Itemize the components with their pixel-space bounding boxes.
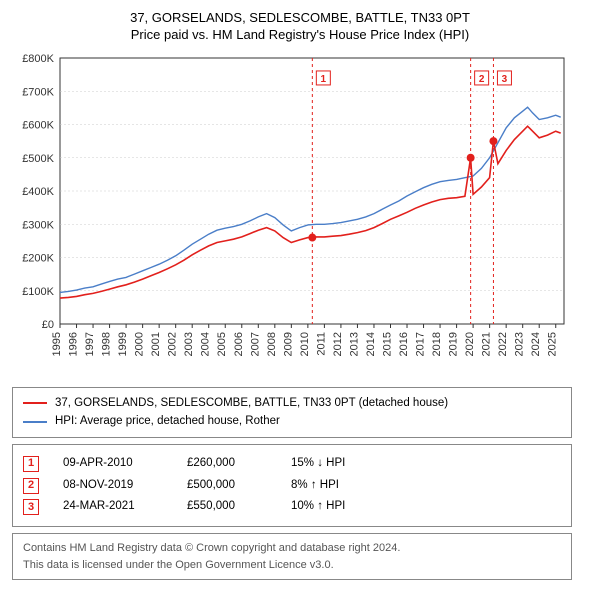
svg-text:2012: 2012 bbox=[332, 332, 344, 356]
page-title: 37, GORSELANDS, SEDLESCOMBE, BATTLE, TN3… bbox=[12, 10, 588, 25]
legend-swatch bbox=[23, 421, 47, 423]
svg-text:2002: 2002 bbox=[167, 332, 179, 356]
legend-swatch bbox=[23, 402, 47, 404]
event-badge: 1 bbox=[23, 456, 39, 472]
event-row: 2 08-NOV-2019 £500,000 8% ↑ HPI bbox=[23, 475, 561, 497]
event-price: £260,000 bbox=[187, 453, 267, 475]
license-line: This data is licensed under the Open Gov… bbox=[23, 557, 561, 574]
event-date: 24-MAR-2021 bbox=[63, 496, 163, 518]
legend-label: 37, GORSELANDS, SEDLESCOMBE, BATTLE, TN3… bbox=[55, 394, 448, 412]
event-delta: 15% ↓ HPI bbox=[291, 453, 401, 475]
event-price: £500,000 bbox=[187, 475, 267, 497]
legend-item: 37, GORSELANDS, SEDLESCOMBE, BATTLE, TN3… bbox=[23, 394, 561, 412]
legend: 37, GORSELANDS, SEDLESCOMBE, BATTLE, TN3… bbox=[12, 387, 572, 438]
svg-text:£200K: £200K bbox=[22, 253, 54, 265]
svg-text:£300K: £300K bbox=[22, 219, 54, 231]
line-chart: £0 £100K £200K £300K £400K £500K £600K £700K £80… bbox=[12, 52, 572, 372]
legend-item: HPI: Average price, detached house, Roth… bbox=[23, 412, 561, 430]
svg-text:2021: 2021 bbox=[481, 332, 493, 356]
event-badge: 2 bbox=[23, 478, 39, 494]
svg-text:2013: 2013 bbox=[348, 332, 360, 356]
event-row: 1 09-APR-2010 £260,000 15% ↓ HPI bbox=[23, 453, 561, 475]
page-subtitle: Price paid vs. HM Land Registry's House … bbox=[12, 27, 588, 42]
event-price: £550,000 bbox=[187, 496, 267, 518]
event-delta: 10% ↑ HPI bbox=[291, 496, 401, 518]
svg-text:1997: 1997 bbox=[84, 332, 96, 356]
license-line: Contains HM Land Registry data © Crown c… bbox=[23, 540, 561, 557]
svg-text:1998: 1998 bbox=[101, 332, 113, 356]
svg-text:2007: 2007 bbox=[249, 332, 261, 356]
svg-text:2: 2 bbox=[479, 74, 485, 85]
svg-text:1995: 1995 bbox=[51, 332, 63, 356]
svg-text:2018: 2018 bbox=[431, 332, 443, 356]
svg-text:2008: 2008 bbox=[266, 332, 278, 356]
svg-text:2016: 2016 bbox=[398, 332, 410, 356]
svg-text:£100K: £100K bbox=[22, 286, 54, 298]
svg-text:£400K: £400K bbox=[22, 186, 54, 198]
svg-text:1: 1 bbox=[321, 74, 327, 85]
svg-text:3: 3 bbox=[502, 74, 508, 85]
svg-text:2023: 2023 bbox=[514, 332, 526, 356]
svg-text:2003: 2003 bbox=[183, 332, 195, 356]
svg-text:2014: 2014 bbox=[365, 332, 377, 356]
svg-text:2022: 2022 bbox=[497, 332, 509, 356]
svg-text:2020: 2020 bbox=[464, 332, 476, 356]
events-table: 1 09-APR-2010 £260,000 15% ↓ HPI 2 08-NOV-201… bbox=[12, 444, 572, 528]
event-delta: 8% ↑ HPI bbox=[291, 475, 401, 497]
svg-text:2006: 2006 bbox=[233, 332, 245, 356]
svg-text:1996: 1996 bbox=[68, 332, 80, 356]
legend-label: HPI: Average price, detached house, Roth… bbox=[55, 412, 280, 430]
svg-text:£800K: £800K bbox=[22, 53, 54, 65]
svg-text:£700K: £700K bbox=[22, 86, 54, 98]
event-row: 3 24-MAR-2021 £550,000 10% ↑ HPI bbox=[23, 496, 561, 518]
svg-text:2025: 2025 bbox=[547, 332, 559, 356]
event-badge: 3 bbox=[23, 499, 39, 515]
svg-text:£0: £0 bbox=[42, 319, 54, 331]
svg-text:1999: 1999 bbox=[117, 332, 129, 356]
svg-text:2011: 2011 bbox=[315, 332, 327, 356]
svg-text:£600K: £600K bbox=[22, 120, 54, 132]
chart-area: £0 £100K £200K £300K £400K £500K £600K £700K £80… bbox=[12, 52, 588, 377]
svg-text:2001: 2001 bbox=[150, 332, 162, 356]
svg-text:2024: 2024 bbox=[530, 332, 542, 356]
svg-text:2015: 2015 bbox=[381, 332, 393, 356]
event-date: 09-APR-2010 bbox=[63, 453, 163, 475]
event-date: 08-NOV-2019 bbox=[63, 475, 163, 497]
svg-text:2005: 2005 bbox=[216, 332, 228, 356]
license-info: Contains HM Land Registry data © Crown c… bbox=[12, 533, 572, 580]
svg-text:2000: 2000 bbox=[134, 332, 146, 356]
svg-text:2019: 2019 bbox=[448, 332, 460, 356]
svg-text:2009: 2009 bbox=[282, 332, 294, 356]
svg-text:£500K: £500K bbox=[22, 153, 54, 165]
svg-text:2017: 2017 bbox=[415, 332, 427, 356]
svg-text:2010: 2010 bbox=[299, 332, 311, 356]
svg-text:2004: 2004 bbox=[200, 332, 212, 356]
